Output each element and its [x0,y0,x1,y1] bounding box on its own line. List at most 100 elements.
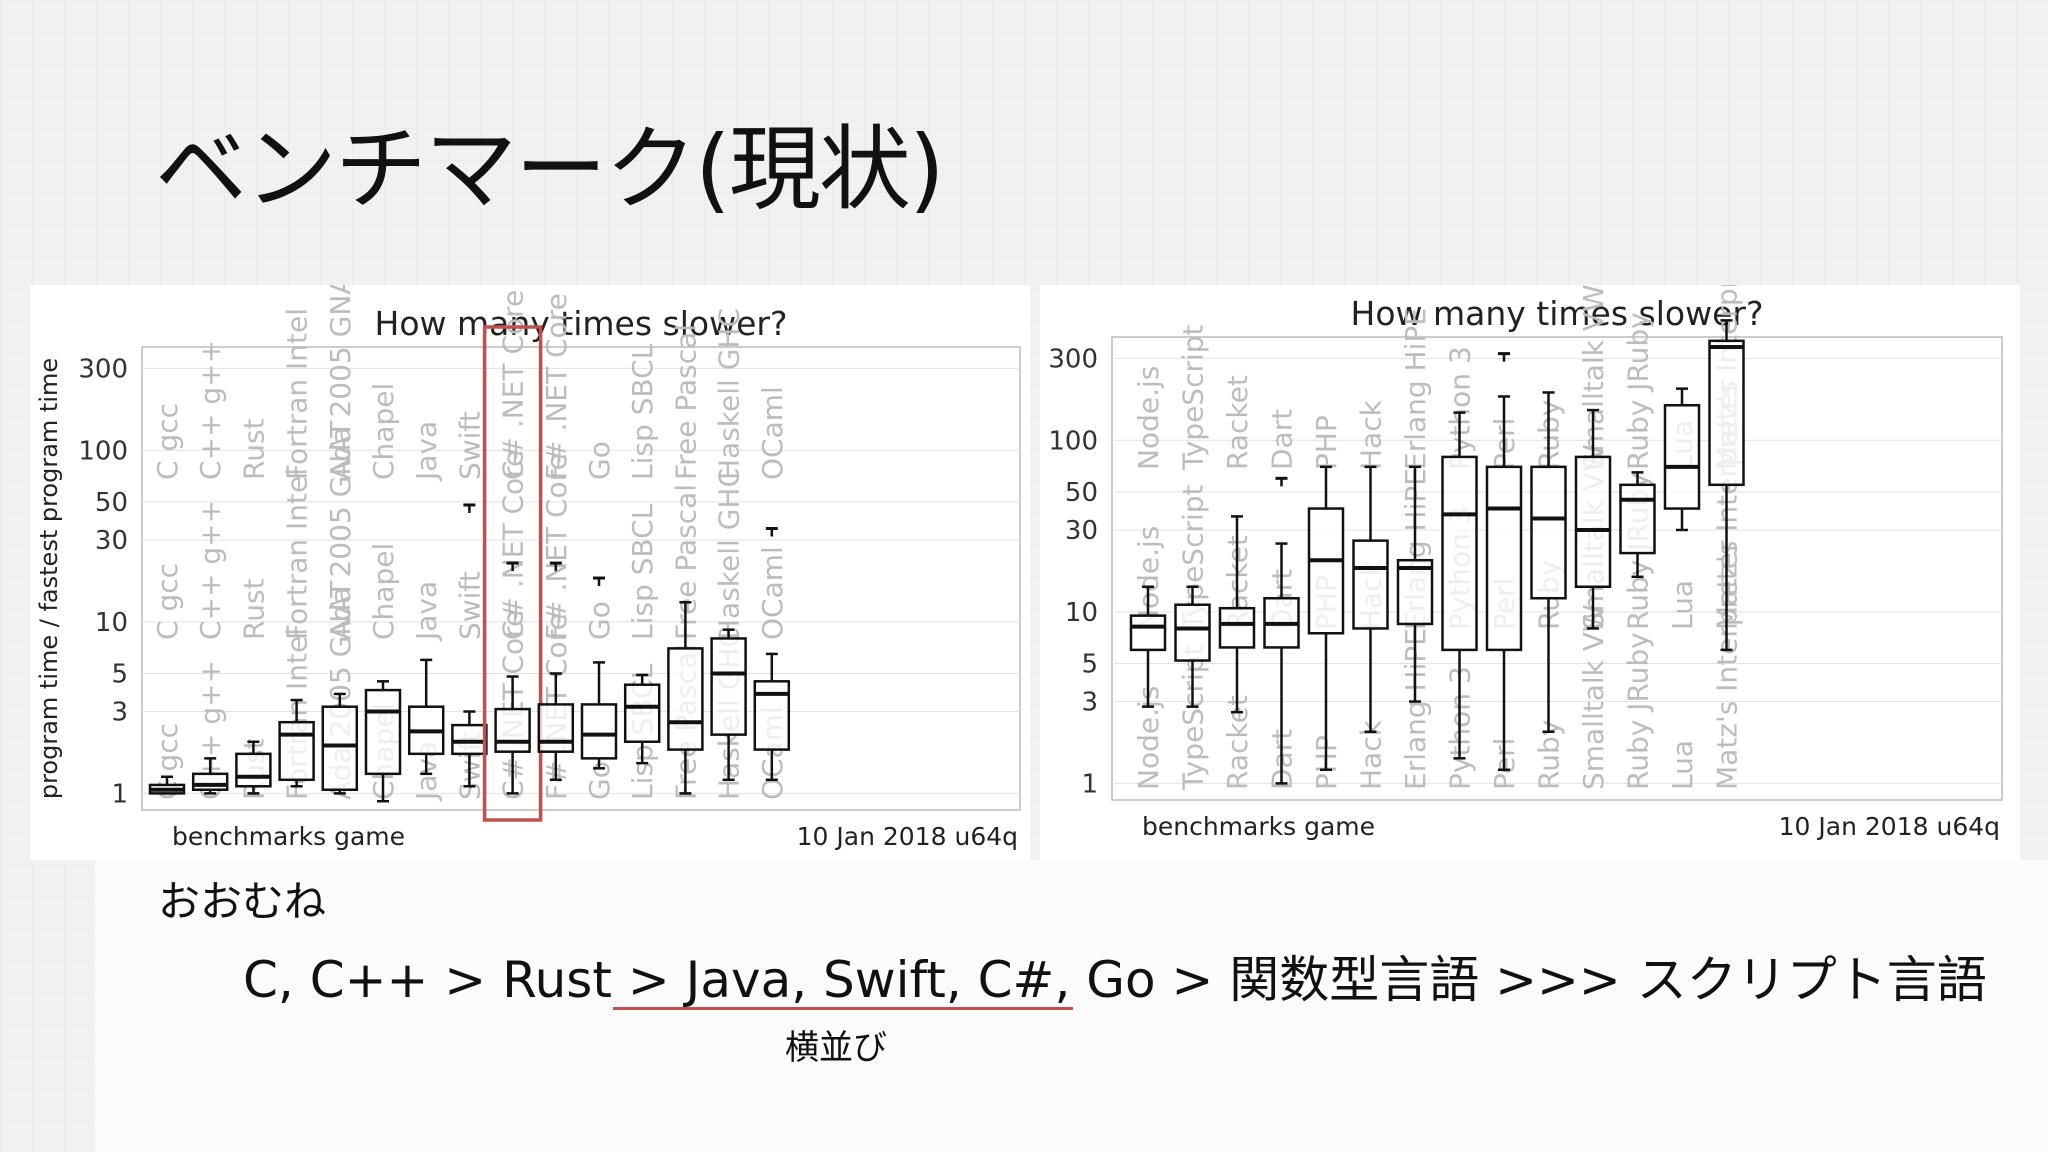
footer-right: 10 Jan 2018 u64q [1779,812,2000,841]
category-label: Ada 2005 GNAT [324,420,357,640]
footer-left: benchmarks game [172,822,405,851]
category-label: Lisp SBCL [626,343,659,480]
category-label: Erlang HiPE [1399,308,1432,470]
box-iqr [1485,465,1523,652]
category-label: C# .NET Core [497,450,530,640]
box-iqr [1574,455,1612,589]
category-label: Swift [453,411,486,480]
box-iqr [1708,339,1745,487]
category-label: Ada 2005 GNAT [324,285,357,480]
box-iqr [235,752,272,788]
box-iqr [667,647,704,751]
y-tick-label: 30 [95,526,128,556]
footer-left: benchmarks game [1142,812,1375,841]
box-iqr [623,683,661,743]
y-tick-label: 3 [111,698,128,728]
category-label: C# .NET Core [497,290,530,480]
category-label: Free Pascal [669,324,702,480]
y-tick-label: 3 [1081,688,1098,718]
category-label: Java [410,581,443,642]
category-label: Ruby JRuby [1622,312,1655,470]
box-iqr [364,688,402,776]
category-label: TypeScript [1177,324,1210,471]
box-iqr [1218,606,1256,649]
box-iqr [710,637,747,736]
y-tick-label: 50 [1065,478,1098,508]
category-label: C++ g++ [194,340,227,480]
y-tick-label: 50 [95,488,128,518]
category-label: C++ g++ [194,500,227,640]
category-label: Chapel [367,383,400,480]
chart-right: 1 3 5 10 30 50 100 300 How many times slower? ben… [1040,220,2020,860]
category-label: Dart [1266,409,1299,470]
box-iqr [494,707,531,753]
box-iqr [1396,558,1434,626]
box-iqr [278,720,315,782]
category-label: Fortran Intel [281,468,314,640]
category-label: Lua [1666,740,1699,790]
y-tick-label: 10 [95,608,128,638]
box-iqr [1174,603,1211,662]
box-iqr [580,703,618,760]
y-tick-label: 5 [111,659,128,689]
category-label: Go [583,441,616,480]
box-iqr [1663,404,1701,510]
highlight-frame [482,325,543,822]
category-label: C gcc [151,563,184,640]
chart-left-svg: 1 3 5 10 30 50 100 300 How many times slower? pro… [35,260,1021,851]
category-label: Fortran Intel [281,308,314,480]
category-label: OCaml [756,386,789,480]
y-tick-label: 10 [1065,598,1098,628]
category-label: OCaml [756,546,789,640]
category-label: Rust [237,578,270,640]
box-iqr [1619,483,1656,555]
category-label: Go [583,601,616,640]
category-label: Ruby JRuby [1622,632,1655,790]
category-label: F# .NET Core [540,293,573,480]
y-tick-label: 1 [1081,769,1098,799]
y-tick-label: 1 [111,779,128,809]
category-label: Java [410,421,443,482]
y-tick-label: 100 [1048,426,1098,456]
category-label: Haskell GHC [713,468,746,640]
category-label: Rust [237,418,270,480]
chart-title: How many times slower? [1351,294,1764,333]
y-axis-label: program time / fastest program time [35,358,63,799]
y-tick-label: 100 [78,436,128,466]
box-iqr [191,772,229,791]
box-iqr [1530,465,1567,600]
category-label: Haskell GHC [713,308,746,480]
summary-underline [613,1007,1073,1010]
box-iqr [321,705,359,791]
chart-right-svg: 1 3 5 10 30 50 100 300 How many times slower? ben… [1048,220,2003,841]
slide-title: ベンチマーク(現状) [155,116,945,223]
box-iqr [451,723,488,756]
note-text: おおむね [158,877,327,926]
slide-bottom-area [95,860,2048,1152]
footer-right: 10 Jan 2018 u64q [797,822,1018,851]
box-iqr [1352,539,1389,630]
box-iqr [1441,455,1478,652]
category-label: Lua [1666,580,1699,630]
category-label: F# .NET Core [540,453,573,640]
chart-left: 1 3 5 10 30 50 100 300 How many times slower? pro… [30,260,1030,860]
category-label: Smalltalk VW [1577,604,1610,790]
category-label: C gcc [151,403,184,480]
category-label: Node.js [1132,366,1165,470]
y-tick-label: 30 [1065,516,1098,546]
box-iqr [537,703,575,753]
category-label: Swift [453,571,486,640]
box-iqr [1307,507,1345,635]
y-tick-label: 300 [1048,344,1098,374]
summary-text: C, C++ > Rust > Java, Swift, C#, Go > 関数… [243,951,1987,1009]
sidenote-text: 横並び [785,1028,887,1068]
category-label: PHP [1310,415,1343,470]
category-label: Lisp SBCL [626,503,659,640]
y-tick-label: 5 [1081,649,1098,679]
category-label: Hack [1355,399,1388,470]
y-tick-label: 300 [78,354,128,384]
chart-title: How many times slower? [375,304,788,343]
box-iqr [1129,614,1167,652]
category-label: Chapel [367,543,400,640]
category-label: Racket [1221,375,1254,470]
